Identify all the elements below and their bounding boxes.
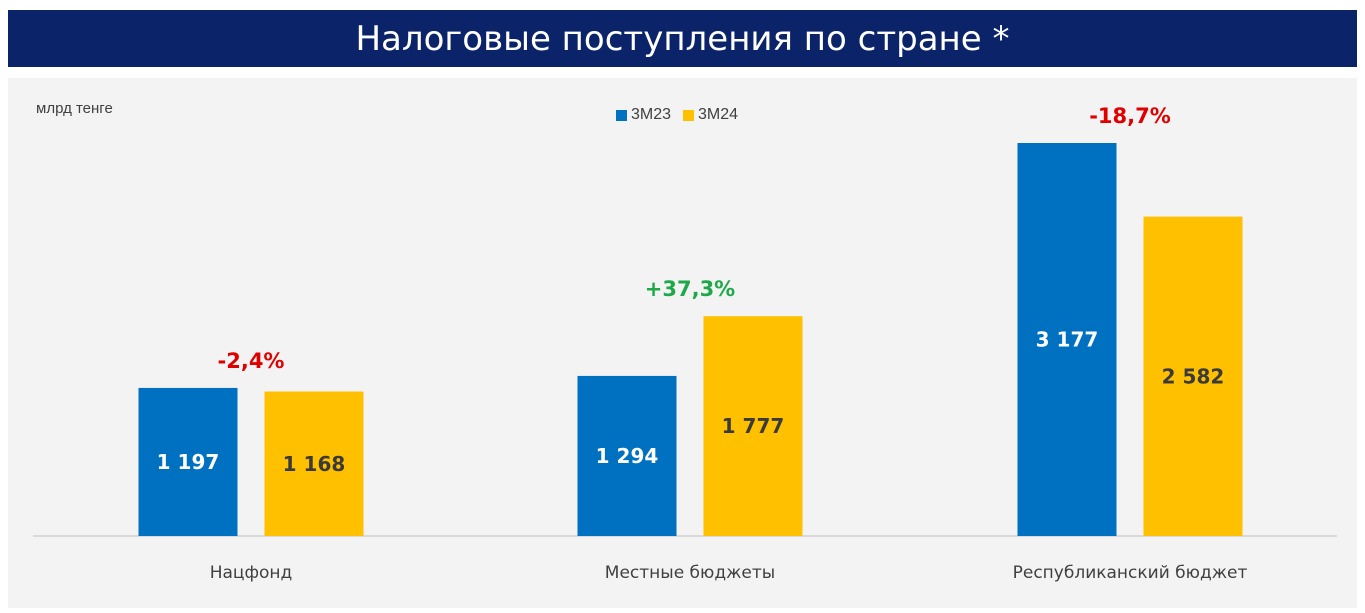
legend-label-3m24: 3М24 bbox=[698, 106, 739, 123]
data-label-3m23-1: 1 294 bbox=[596, 444, 659, 468]
legend-item-3m24: 3М24 bbox=[683, 106, 738, 124]
legend: 3М23 3М24 bbox=[616, 106, 738, 124]
chart-title-banner: Налоговые поступления по стране * bbox=[8, 10, 1357, 67]
data-label-3m23-2: 3 177 bbox=[1036, 328, 1099, 352]
data-label-3m24-2: 2 582 bbox=[1162, 364, 1225, 388]
bar-3m24-2 bbox=[1143, 216, 1243, 536]
category-label-1: Местные бюджеты bbox=[605, 563, 775, 583]
change-label-0: -2,4% bbox=[218, 349, 285, 373]
bar-3m24-0 bbox=[264, 391, 364, 536]
bar-3m23-1 bbox=[577, 375, 677, 536]
data-label-3m24-1: 1 777 bbox=[722, 414, 785, 438]
chart-title: Налоговые поступления по стране * bbox=[355, 18, 1010, 59]
legend-swatch-3m23 bbox=[616, 109, 627, 121]
bar-3m24-1 bbox=[703, 316, 803, 536]
change-label-2: -18,7% bbox=[1089, 104, 1171, 128]
bar-3m23-0 bbox=[138, 387, 238, 536]
change-label-1: +37,3% bbox=[645, 277, 735, 301]
legend-label-3m23: 3М23 bbox=[631, 106, 672, 123]
data-label-3m24-0: 1 168 bbox=[283, 452, 346, 476]
bar-3m23-2 bbox=[1017, 143, 1117, 536]
category-label-2: Республиканский бюджет bbox=[1013, 563, 1248, 583]
data-label-3m23-0: 1 197 bbox=[157, 450, 220, 474]
category-label-0: Нацфонд bbox=[210, 563, 293, 583]
legend-item-3m23: 3М23 bbox=[616, 106, 671, 124]
legend-swatch-3m24 bbox=[683, 109, 695, 121]
unit-label: млрд тенге bbox=[36, 100, 113, 117]
